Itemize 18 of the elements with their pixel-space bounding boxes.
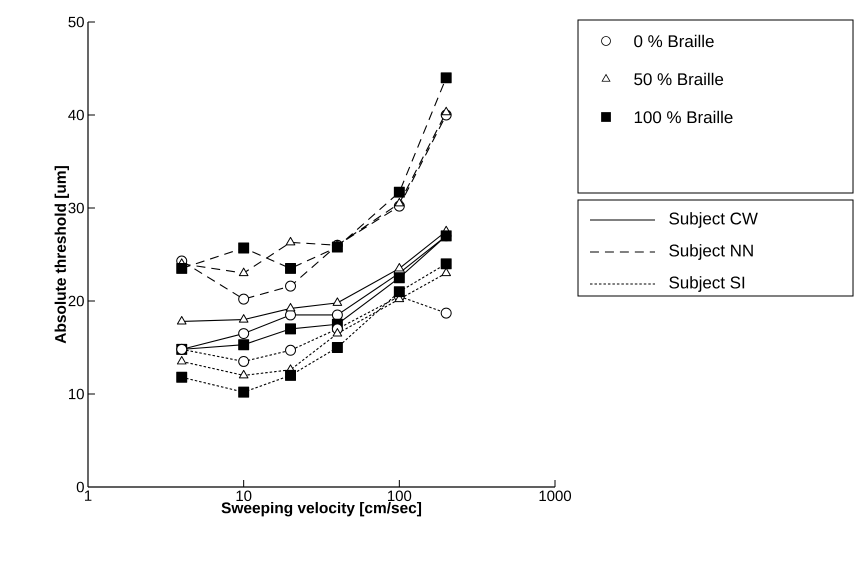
- x-axis-title: Sweeping velocity [cm/sec]: [222, 502, 422, 516]
- text: Subject CW: [669, 212, 758, 228]
- text: Subject SI: [669, 276, 744, 292]
- y-tick-label: 50: [68, 16, 84, 28]
- text: 0 % Braille: [634, 34, 714, 48]
- y-tick-label: 20: [68, 296, 84, 306]
- y-tick-label: 30: [68, 202, 84, 214]
- y-tick-label: 0: [76, 482, 84, 492]
- y-tick-label: 40: [68, 110, 84, 120]
- text: 100 % Braille: [634, 110, 733, 124]
- x-tick-label: 1000: [540, 490, 572, 502]
- text: Subject NN: [669, 244, 753, 260]
- y-axis-title: Absolute threshold [um]: [54, 166, 69, 344]
- x-tick-label: 100: [388, 490, 412, 502]
- text: 50 % Braille: [634, 72, 724, 86]
- x-tick-label: 1: [84, 490, 92, 501]
- x-tick-label: 10: [236, 490, 252, 502]
- y-tick-label: 10: [69, 388, 84, 400]
